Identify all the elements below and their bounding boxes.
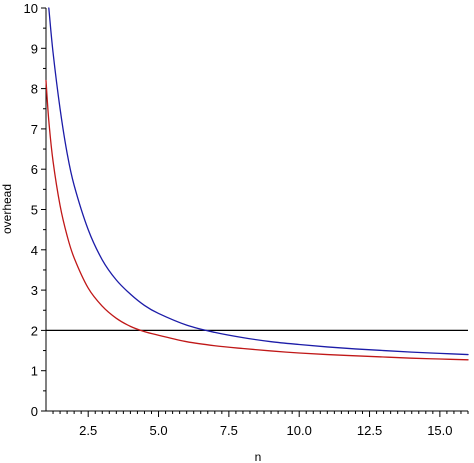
x-tick-label: 10.0 [287, 423, 312, 438]
y-tick-label: 8 [31, 82, 38, 97]
y-tick-label: 1 [31, 364, 38, 379]
y-tick-label: 10 [24, 1, 38, 16]
series-line-1 [48, 7, 469, 356]
series-line-2 [45, 79, 469, 361]
y-tick-label: 7 [31, 122, 38, 137]
axes [41, 7, 469, 417]
y-tick-label: 3 [31, 283, 38, 298]
y-axis-title: overhead [0, 184, 14, 234]
x-tick-label: 7.5 [220, 423, 238, 438]
x-tick-label: 12.5 [357, 423, 382, 438]
x-axis-title: n [255, 450, 262, 463]
x-tick-label: 2.5 [79, 423, 97, 438]
y-tick-label: 2 [31, 323, 38, 338]
x-tick-label: 5.0 [149, 423, 167, 438]
y-tick-label: 4 [31, 243, 38, 258]
tick-labels: 0 1 2 3 4 5 6 7 8 9 10 2.5 5.0 7.5 10.0 12.5 15.0 [24, 1, 453, 438]
y-tick-label: 9 [31, 41, 38, 56]
y-tick-label: 6 [31, 162, 38, 177]
y-tick-label: 5 [31, 203, 38, 218]
x-tick-label: 15.0 [427, 423, 452, 438]
y-tick-label: 0 [31, 404, 38, 419]
series-group [45, 7, 469, 361]
